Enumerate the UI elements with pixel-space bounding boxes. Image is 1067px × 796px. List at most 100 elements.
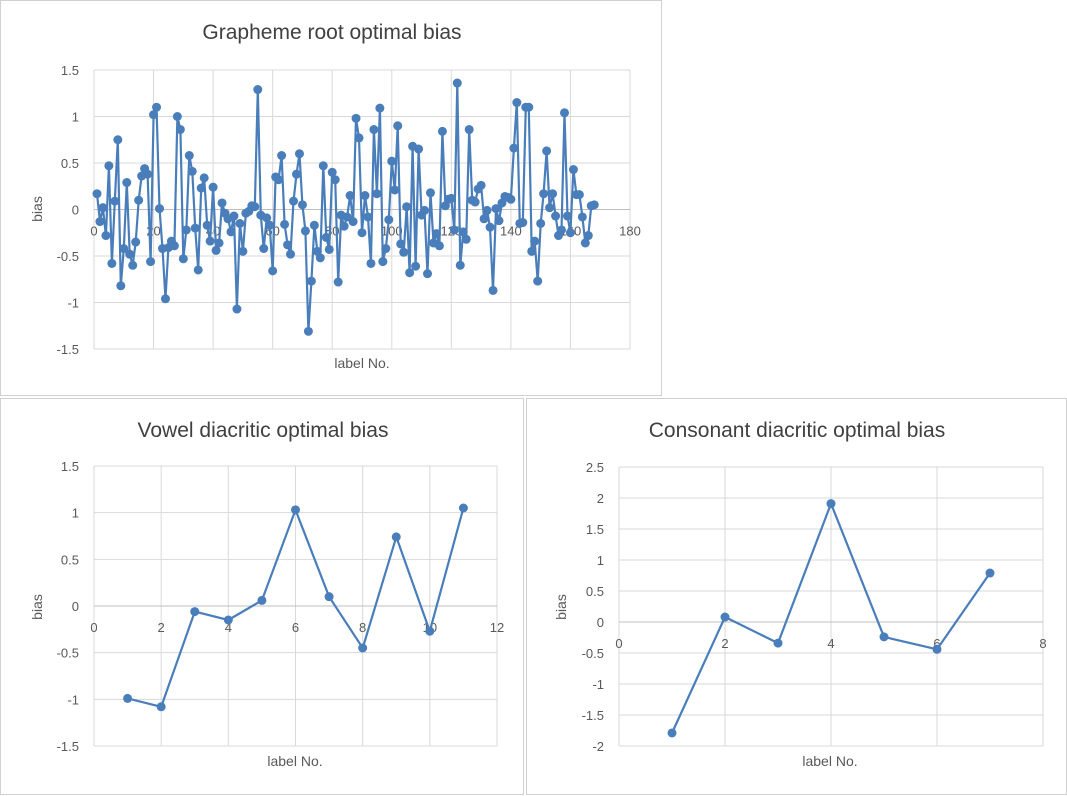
data-point — [211, 245, 221, 255]
data-point — [449, 225, 459, 235]
chart-title: Consonant diacritic optimal bias — [649, 419, 945, 442]
x-tick-label: 6 — [292, 620, 299, 635]
y-tick-label: -0.5 — [582, 646, 604, 661]
data-point — [202, 220, 212, 230]
data-point — [536, 218, 546, 228]
data-point — [318, 161, 328, 171]
x-tick-label: 6 — [933, 636, 940, 651]
data-point — [250, 202, 260, 212]
x-tick-label: 2 — [721, 636, 728, 651]
grapheme-root-chart: Grapheme root optimal bias label No. bia… — [29, 21, 641, 371]
y-tick-label: 1 — [72, 506, 79, 521]
y-tick-labels: 1.5 1 0.5 0 -0.5 -1 -1.5 — [57, 459, 79, 754]
data-point — [464, 125, 474, 135]
data-point — [172, 112, 182, 121]
y-tick-label: -1.5 — [582, 708, 604, 723]
y-tick-label: -0.5 — [57, 646, 79, 661]
y-tick-label: 0 — [72, 599, 79, 614]
data-point — [506, 194, 516, 204]
data-point — [193, 265, 203, 275]
data-point — [485, 222, 495, 232]
data-point — [414, 144, 424, 154]
data-point — [309, 220, 319, 230]
data-point — [381, 244, 391, 254]
data-point — [291, 505, 300, 515]
y-tick-label: 1.5 — [61, 459, 79, 474]
data-point — [512, 98, 522, 108]
data-point — [169, 241, 179, 251]
data-point — [357, 228, 367, 238]
data-point — [286, 249, 296, 259]
y-tick-label: 2.5 — [586, 460, 604, 475]
y-axis-title: bias — [553, 594, 569, 620]
data-point — [494, 216, 504, 226]
data-point — [667, 728, 677, 738]
y-tick-label: 0.5 — [586, 584, 604, 599]
data-point — [360, 191, 370, 201]
data-point — [518, 218, 528, 228]
data-point — [434, 241, 444, 251]
data-point — [156, 702, 166, 712]
data-point — [985, 568, 995, 578]
data-point — [557, 225, 567, 235]
data-point — [303, 326, 313, 336]
x-tick-label: 4 — [225, 620, 232, 635]
data-point — [826, 499, 836, 509]
data-point — [345, 191, 355, 201]
x-tick-labels: 024681012 — [90, 620, 504, 635]
data-point — [294, 149, 304, 159]
data-point — [128, 260, 138, 270]
data-point — [196, 183, 206, 193]
data-point — [95, 217, 105, 227]
data-point — [476, 180, 486, 190]
chart-title: Grapheme root optimal bias — [202, 21, 461, 44]
data-point — [932, 644, 942, 654]
data-point — [205, 236, 215, 246]
data-point — [110, 196, 120, 206]
data-point — [277, 151, 287, 161]
data-point — [431, 229, 441, 239]
y-tick-label: 0.5 — [61, 156, 79, 171]
data-point — [527, 246, 537, 256]
y-tick-label: -1 — [592, 677, 604, 692]
y-tick-label: -1 — [67, 692, 79, 707]
data-point — [879, 632, 889, 642]
data-point — [551, 211, 561, 221]
y-tick-label: 1 — [597, 553, 604, 568]
y-tick-label: 2 — [597, 491, 604, 506]
x-tick-label: 8 — [359, 620, 366, 635]
x-axis-title: label No. — [267, 753, 322, 769]
data-point — [565, 228, 575, 238]
data-point — [104, 161, 114, 171]
data-point — [268, 266, 278, 276]
y-tick-label: -1.5 — [57, 739, 79, 754]
data-point — [446, 193, 456, 203]
data-point — [131, 237, 141, 247]
data-point — [437, 126, 447, 136]
data-point — [423, 269, 433, 279]
data-point — [562, 211, 572, 221]
data-point — [123, 693, 133, 703]
data-point — [402, 202, 412, 212]
x-tick-label: 0 — [615, 636, 622, 651]
y-tick-label: -1 — [67, 296, 79, 311]
data-point — [720, 612, 730, 622]
x-tick-label: 0 — [90, 224, 97, 239]
data-point — [315, 253, 325, 263]
data-point — [461, 234, 471, 244]
y-tick-label: -1.5 — [57, 342, 79, 357]
data-point — [152, 102, 162, 112]
data-point — [411, 261, 421, 271]
grapheme-root-chart-panel: Grapheme root optimal bias label No. bia… — [0, 0, 662, 396]
data-point — [533, 276, 543, 286]
data-point — [396, 239, 406, 249]
series-line — [95, 81, 595, 333]
x-axis-title: label No. — [802, 753, 857, 769]
data-point — [372, 189, 382, 199]
data-point — [327, 167, 337, 177]
data-point — [289, 196, 299, 206]
data-point — [125, 249, 135, 259]
data-point — [280, 219, 290, 229]
data-point — [574, 190, 584, 200]
data-point — [369, 125, 379, 135]
